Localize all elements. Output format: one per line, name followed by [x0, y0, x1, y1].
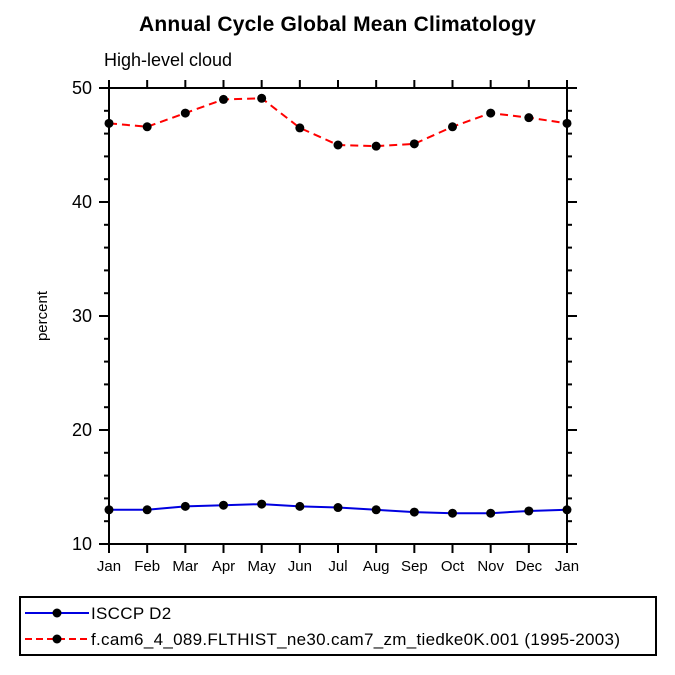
data-point-marker	[409, 139, 419, 149]
data-point-marker	[104, 505, 114, 515]
data-point-marker	[142, 122, 152, 132]
data-point-marker	[448, 122, 457, 132]
series-line-1	[108, 97, 568, 148]
x-axis-tick-label: Feb	[134, 558, 160, 575]
data-point-marker	[371, 141, 381, 151]
data-point-marker	[486, 108, 496, 118]
data-point-marker	[333, 140, 343, 150]
y-axis-tick-label: 30	[72, 306, 92, 326]
x-axis-tick-label: Jan	[555, 558, 579, 575]
x-axis-tick-label: Jul	[328, 558, 347, 575]
legend-box: ISCCP D2 f.cam6_4_089.FLTHIST_ne30.cam7_…	[19, 596, 657, 656]
legend-line-sample-dashed	[25, 634, 89, 644]
x-axis-tick-label: Dec	[515, 558, 542, 575]
data-point-marker	[524, 113, 534, 123]
data-point-marker	[142, 505, 152, 515]
chart-subtitle: High-level cloud	[104, 50, 233, 70]
data-point-marker	[371, 505, 381, 515]
data-point-marker	[219, 94, 228, 104]
legend-label-isccp: ISCCP D2	[91, 603, 172, 623]
x-axis-tick-label: Jan	[97, 558, 121, 575]
y-axis-tick-label: 50	[72, 78, 92, 98]
x-axis-tick-label: Aug	[363, 558, 390, 575]
x-axis-tick-label: May	[247, 558, 276, 575]
x-axis-tick-label: Apr	[212, 558, 235, 575]
legend-label-model: f.cam6_4_089.FLTHIST_ne30.cam7_zm_tiedke…	[91, 629, 621, 649]
data-point-marker	[409, 507, 419, 517]
y-axis-tick-label: 40	[72, 192, 92, 212]
plot-frame	[108, 87, 568, 545]
y-axis-label: percent	[34, 290, 51, 341]
data-point-marker	[219, 500, 228, 510]
data-point-marker	[180, 108, 190, 118]
data-point-marker	[486, 508, 496, 518]
chart-title: Annual Cycle Global Mean Climatology	[139, 13, 536, 36]
data-point-marker	[257, 499, 267, 509]
data-point-marker	[562, 118, 572, 128]
legend-line-sample-solid	[25, 608, 89, 618]
y-axis-tick-label: 20	[72, 420, 92, 440]
data-point-marker	[524, 506, 534, 516]
x-axis-tick-label: Jun	[288, 558, 312, 575]
y-axis-tick-label: 10	[72, 534, 92, 554]
x-axis-tick-label: Sep	[401, 558, 428, 575]
data-point-marker	[180, 501, 190, 511]
legend-item-model: f.cam6_4_089.FLTHIST_ne30.cam7_zm_tiedke…	[23, 627, 655, 652]
x-axis-tick-label: Mar	[172, 558, 198, 575]
data-point-marker	[333, 503, 343, 513]
data-point-marker	[562, 505, 572, 515]
data-point-marker	[448, 508, 457, 518]
data-point-marker	[104, 118, 114, 128]
data-point-marker	[295, 123, 305, 133]
x-axis-tick-label: Oct	[441, 558, 465, 575]
data-point-marker	[295, 501, 305, 511]
x-axis-tick-label: Nov	[477, 558, 504, 575]
legend-item-isccp: ISCCP D2	[23, 601, 655, 626]
data-point-marker	[257, 93, 267, 103]
